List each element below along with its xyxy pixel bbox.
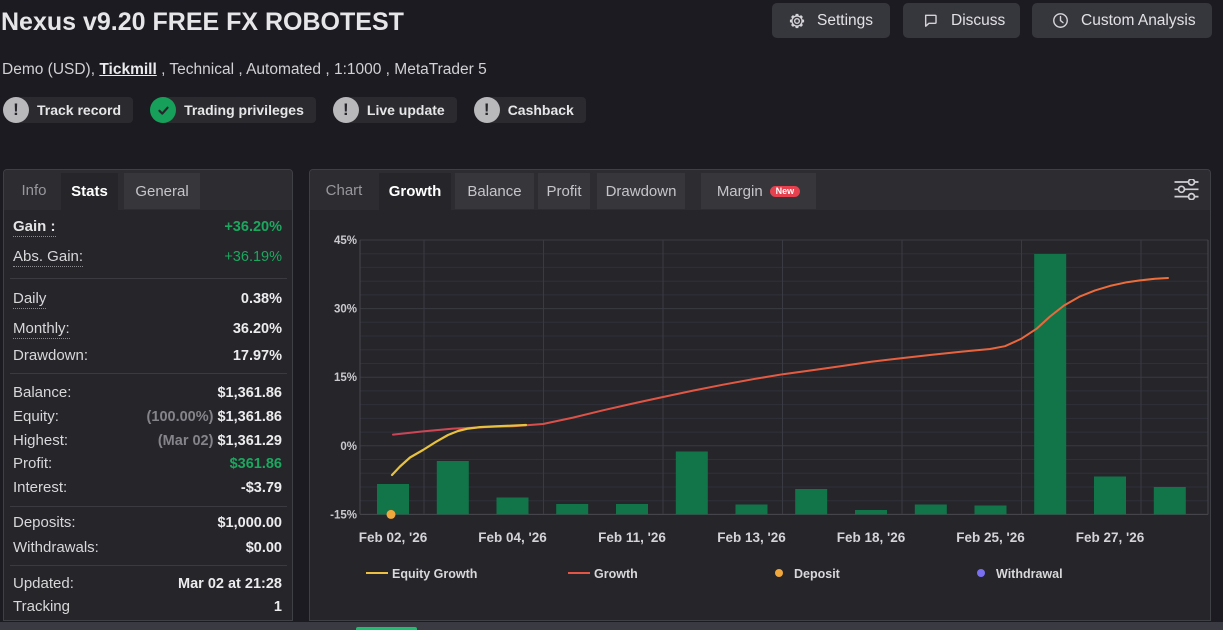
svg-text:0%: 0%: [340, 441, 357, 453]
svg-text:Feb 13, '26: Feb 13, '26: [717, 530, 786, 545]
svg-text:Feb 27, '26: Feb 27, '26: [1076, 530, 1145, 545]
svg-text:Withdrawal: Withdrawal: [996, 567, 1063, 581]
svg-text:Growth: Growth: [594, 567, 638, 581]
svg-text:-15%: -15%: [330, 509, 357, 521]
svg-text:15%: 15%: [334, 372, 357, 384]
svg-text:Deposit: Deposit: [794, 567, 841, 581]
svg-text:45%: 45%: [334, 235, 357, 247]
svg-text:Feb 02, '26: Feb 02, '26: [359, 530, 428, 545]
svg-text:Equity Growth: Equity Growth: [392, 567, 477, 581]
svg-text:Feb 25, '26: Feb 25, '26: [956, 530, 1025, 545]
svg-text:Feb 11, '26: Feb 11, '26: [598, 530, 666, 545]
svg-text:Feb 04, '26: Feb 04, '26: [478, 530, 547, 545]
svg-text:Feb 18, '26: Feb 18, '26: [837, 530, 906, 545]
svg-text:30%: 30%: [334, 304, 357, 316]
